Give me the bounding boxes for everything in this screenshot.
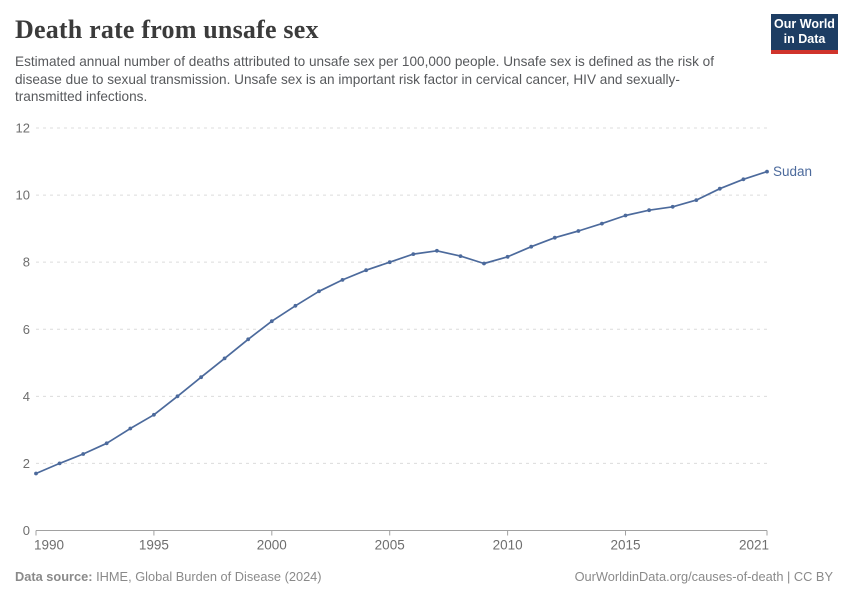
license-link[interactable]: OurWorldinData.org/causes-of-death | CC … (574, 569, 833, 584)
data-source-label: Data source: (15, 569, 93, 584)
data-point-sudan-1998[interactable] (222, 356, 227, 361)
data-point-sudan-2006[interactable] (411, 252, 416, 256)
data-point-sudan-2021[interactable] (765, 169, 769, 174)
data-point-sudan-2010[interactable] (505, 254, 510, 259)
data-point-sudan-1999[interactable] (246, 337, 251, 342)
data-point-sudan-2002[interactable] (317, 289, 321, 294)
chart-subtitle: Estimated annual number of deaths attrib… (15, 54, 715, 105)
data-point-sudan-2017[interactable] (670, 204, 675, 209)
owid-logo-text: Our World in Data (771, 14, 838, 50)
x-tick-label-1995: 1995 (139, 538, 169, 553)
data-point-sudan-1997[interactable] (199, 375, 204, 380)
data-source-note: Data source: IHME, Global Burden of Dise… (15, 569, 322, 584)
chart-footer: Data source: IHME, Global Burden of Dise… (15, 569, 833, 584)
y-tick-label-12: 12 (16, 121, 30, 136)
data-point-sudan-1991[interactable] (57, 461, 62, 466)
data-point-sudan-2015[interactable] (623, 213, 628, 218)
data-point-sudan-2012[interactable] (552, 235, 557, 240)
data-point-sudan-1993[interactable] (104, 441, 109, 446)
data-point-sudan-2018[interactable] (694, 198, 699, 203)
data-point-sudan-2014[interactable] (600, 221, 604, 226)
y-tick-label-2: 2 (23, 456, 30, 471)
owid-logo-line1: Our World (774, 17, 835, 31)
data-point-sudan-2008[interactable] (458, 254, 463, 258)
chart-title: Death rate from unsafe sex (15, 15, 319, 44)
data-point-sudan-1994[interactable] (128, 426, 133, 431)
owid-logo-red-bar (771, 50, 838, 54)
data-point-sudan-2020[interactable] (741, 177, 746, 182)
y-tick-label-0: 0 (23, 523, 30, 538)
data-point-sudan-1996[interactable] (175, 394, 180, 399)
owid-logo-line2: in Data (783, 32, 826, 46)
data-point-sudan-2004[interactable] (364, 268, 368, 273)
data-point-sudan-2000[interactable] (269, 319, 274, 324)
data-point-sudan-2016[interactable] (647, 208, 651, 213)
y-tick-label-4: 4 (23, 389, 30, 404)
data-point-sudan-2005[interactable] (387, 260, 392, 265)
data-point-sudan-2001[interactable] (293, 303, 298, 308)
data-point-sudan-2013[interactable] (576, 229, 581, 233)
data-point-sudan-1992[interactable] (81, 452, 86, 456)
x-tick-label-2000: 2000 (257, 538, 287, 553)
x-tick-label-2015: 2015 (610, 538, 640, 553)
data-source-text: IHME, Global Burden of Disease (2024) (92, 569, 322, 584)
x-tick-label-2010: 2010 (493, 538, 523, 553)
data-point-sudan-2003[interactable] (340, 278, 345, 282)
owid-logo[interactable]: Our World in Data (771, 14, 838, 54)
data-point-sudan-2009[interactable] (482, 261, 486, 266)
data-point-sudan-1995[interactable] (152, 412, 156, 417)
data-point-sudan-2007[interactable] (435, 248, 439, 253)
data-point-sudan-2011[interactable] (529, 244, 534, 249)
series-end-label-sudan[interactable]: Sudan (773, 164, 812, 179)
data-point-sudan-2019[interactable] (717, 186, 722, 191)
series-line-sudan[interactable] (35, 170, 768, 475)
y-tick-label-8: 8 (23, 255, 30, 270)
y-tick-label-6: 6 (23, 322, 30, 337)
y-tick-label-10: 10 (16, 188, 30, 203)
x-tick-label-2021: 2021 (739, 538, 769, 553)
data-point-sudan-1990[interactable] (34, 471, 38, 476)
x-tick-label-2005: 2005 (375, 538, 405, 553)
x-tick-label-1990: 1990 (34, 538, 64, 553)
